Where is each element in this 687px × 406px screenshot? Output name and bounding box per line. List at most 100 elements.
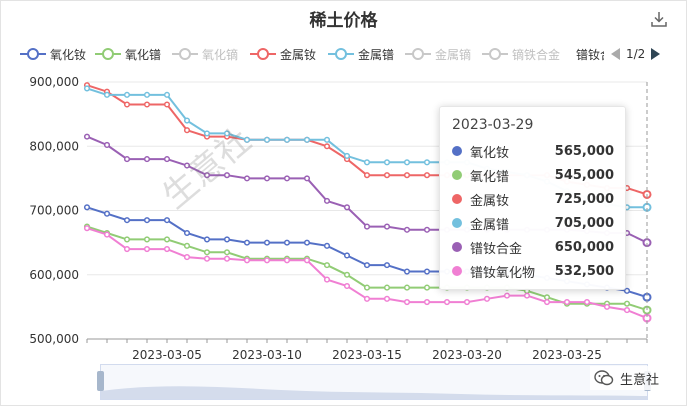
tooltip-series-name: 镨钕氧化物 xyxy=(470,265,536,281)
x-tick-label: 2023-03-15 xyxy=(332,348,402,362)
x-tick-label: 2023-03-20 xyxy=(432,348,502,362)
data-point xyxy=(343,204,351,211)
data-point xyxy=(203,172,211,179)
zoom-preview-area xyxy=(101,386,647,399)
data-point xyxy=(243,239,251,246)
data-point xyxy=(143,91,151,98)
legend-item-nd-oxide[interactable]: 氧化钕 xyxy=(20,44,86,64)
data-point xyxy=(463,299,471,306)
download-icon[interactable] xyxy=(650,10,668,28)
data-point xyxy=(363,159,371,166)
tooltip-series-value: 725,000 xyxy=(554,191,614,207)
data-point xyxy=(143,101,151,108)
legend-item-dy-oxide[interactable]: 氧化镝 xyxy=(172,44,238,64)
legend-label: 氧化钕 xyxy=(50,47,87,62)
data-point xyxy=(563,299,571,306)
data-point xyxy=(403,172,411,179)
data-point xyxy=(423,299,431,306)
legend-item-pr-oxide[interactable]: 氧化镨 xyxy=(95,44,161,64)
legend-item-dy-metal[interactable]: 金属镝 xyxy=(405,44,471,64)
data-point xyxy=(623,287,631,294)
data-point xyxy=(123,217,131,224)
tooltip-series-name: 镨钕合金 xyxy=(470,241,523,257)
tooltip-row: 金属钕 725,000 xyxy=(452,189,614,209)
tooltip-dot xyxy=(452,170,462,180)
x-tick-label: 2023-03-05 xyxy=(132,348,202,362)
data-point xyxy=(623,307,631,314)
data-point xyxy=(143,217,151,224)
data-point xyxy=(163,101,171,108)
tooltip-series-value: 532,500 xyxy=(554,263,614,279)
zoom-handle-left[interactable] xyxy=(97,371,104,391)
hover-tooltip: 2023-03-29 氧化钕 565,000 氧化镨 545,000 金属钕 725,… xyxy=(439,106,626,290)
data-point xyxy=(223,249,231,256)
data-point xyxy=(363,295,371,302)
data-zoom-slider[interactable] xyxy=(97,364,651,400)
data-point xyxy=(623,300,631,307)
tooltip-dot xyxy=(452,146,462,156)
legend-label: 金属镝 xyxy=(435,47,472,62)
data-point xyxy=(383,223,391,230)
chart-title: 稀土价格 xyxy=(309,11,378,31)
legend-label: 金属镨 xyxy=(358,47,395,62)
data-point xyxy=(423,159,431,166)
data-point xyxy=(163,91,171,98)
data-point xyxy=(263,175,271,182)
data-point xyxy=(203,249,211,256)
data-point xyxy=(603,303,611,310)
data-point xyxy=(163,156,171,163)
y-tick-label: 900,000 xyxy=(29,75,79,89)
data-point xyxy=(263,239,271,246)
x-tick-label: 2023-03-25 xyxy=(532,348,602,362)
legend-marker xyxy=(405,48,431,60)
tooltip-dot xyxy=(452,194,462,204)
data-point xyxy=(303,136,311,143)
tooltip-series-name: 金属钕 xyxy=(470,193,510,209)
y-tick-label: 500,000 xyxy=(29,332,79,346)
data-point xyxy=(223,236,231,243)
data-point xyxy=(363,223,371,230)
data-point xyxy=(83,204,91,211)
data-point xyxy=(183,254,191,261)
data-point xyxy=(123,101,131,108)
tooltip-date: 2023-03-29 xyxy=(452,117,534,133)
legend-label: 镝铁合金 xyxy=(512,47,561,62)
data-point xyxy=(243,257,251,264)
data-point xyxy=(363,284,371,291)
legend-item-dy-fe-alloy[interactable]: 镝铁合金 xyxy=(482,44,560,64)
legend-prev-page-button[interactable] xyxy=(611,48,620,60)
legend-item-pr-metal[interactable]: 金属镨 xyxy=(328,44,394,64)
data-point xyxy=(243,136,251,143)
data-point xyxy=(103,231,111,238)
data-point xyxy=(423,268,431,275)
data-point xyxy=(343,282,351,290)
legend-item-nd-metal[interactable]: 金属钕 xyxy=(250,44,316,64)
y-tick-label: 600,000 xyxy=(29,268,79,282)
data-point xyxy=(83,133,91,140)
legend-marker xyxy=(172,48,198,60)
legend-label: 金属钕 xyxy=(280,47,317,62)
data-point xyxy=(443,299,451,306)
data-point xyxy=(403,159,411,166)
tooltip-dot xyxy=(452,242,462,252)
tooltip-row: 镨钕合金 650,000 xyxy=(452,237,614,257)
y-tick-label: 800,000 xyxy=(29,139,79,153)
data-point xyxy=(363,262,371,269)
data-point xyxy=(523,292,531,299)
legend-next-page-button[interactable] xyxy=(651,48,661,60)
data-point xyxy=(343,271,351,278)
data-point xyxy=(203,255,211,262)
data-point xyxy=(183,127,191,134)
data-point xyxy=(223,255,231,262)
tooltip-series-name: 金属镨 xyxy=(470,217,510,233)
data-point xyxy=(123,156,131,163)
data-point xyxy=(103,91,111,98)
data-point xyxy=(163,236,171,243)
data-point xyxy=(283,136,291,143)
tooltip-series-name: 氧化钕 xyxy=(470,145,510,161)
data-point xyxy=(103,210,111,217)
data-point xyxy=(543,299,551,306)
legend-item-prnd-alloy[interactable]: 镨钕合金 xyxy=(572,44,604,64)
data-point xyxy=(203,130,211,137)
zoom-preview xyxy=(101,386,647,399)
